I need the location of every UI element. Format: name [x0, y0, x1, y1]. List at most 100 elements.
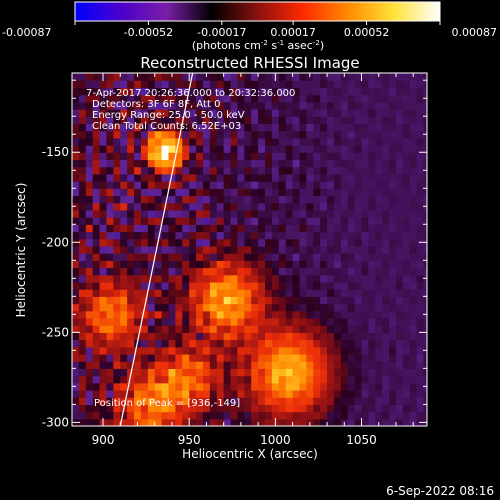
heatmap-cell [92, 382, 101, 391]
heatmap-cell [402, 253, 411, 261]
heatmap-cell [99, 382, 108, 391]
heatmap-cell [306, 202, 314, 211]
heatmap-cell [423, 325, 427, 333]
heatmap-cell [168, 368, 176, 377]
heatmap-cell [340, 87, 349, 96]
heatmap-cell [113, 382, 121, 391]
heatmap-cell [395, 80, 404, 89]
heatmap-cell [202, 217, 211, 225]
heatmap-cell [223, 159, 232, 168]
heatmap-cell [292, 325, 301, 333]
heatmap-cell [423, 217, 427, 225]
heatmap-cell [120, 260, 128, 269]
heatmap-cell [313, 281, 321, 290]
heatmap-cell [202, 101, 211, 110]
heatmap-cell [333, 173, 342, 182]
heatmap-cell [175, 109, 183, 117]
heatmap-cell [182, 325, 190, 333]
heatmap-cell [92, 130, 101, 139]
heatmap-cell [320, 224, 328, 233]
heatmap-cell [120, 217, 128, 225]
heatmap-cell [99, 224, 108, 233]
heatmap-cell [395, 181, 404, 189]
annotation-detectors: Detectors: 3F 6F 8F, Att 0 [92, 99, 220, 110]
heatmap-cell [285, 238, 294, 247]
heatmap-cell [327, 94, 335, 103]
heatmap-cell [92, 361, 101, 369]
heatmap-cell [216, 137, 225, 146]
heatmap-cell [147, 231, 156, 240]
heatmap-cell [99, 238, 108, 247]
solar-limb-line [119, 73, 194, 426]
heatmap-cell [258, 101, 266, 110]
heatmap-cell [285, 310, 294, 319]
heatmap-cell [389, 418, 397, 426]
heatmap-cell [361, 289, 370, 297]
heatmap-cell [265, 289, 273, 297]
heatmap-cell [106, 296, 114, 305]
heatmap-cell [299, 289, 307, 297]
heatmap-cell [306, 353, 314, 362]
heatmap-cell [106, 217, 114, 225]
heatmap-cell [306, 188, 314, 197]
heatmap-cell [299, 382, 307, 391]
heatmap-cell [306, 159, 314, 168]
heatmap-cell [354, 130, 363, 139]
heatmap-cell [382, 137, 390, 146]
heatmap-cell [92, 238, 101, 247]
heatmap-cell [347, 317, 356, 326]
heatmap-cell [85, 339, 94, 348]
heatmap-cell [333, 152, 342, 161]
heatmap-cell [313, 101, 321, 110]
heatmap-cell [375, 353, 383, 362]
heatmap-cell [223, 130, 232, 139]
heatmap-cell [209, 260, 218, 269]
heatmap-cell [168, 361, 176, 369]
heatmap-cell [306, 137, 314, 146]
heatmap-cell [375, 274, 383, 283]
heatmap-cell [202, 238, 211, 247]
heatmap-cell [347, 361, 356, 369]
heatmap-cell [389, 289, 397, 297]
heatmap-cell [216, 152, 225, 161]
heatmap-cell [196, 195, 204, 204]
heatmap-cell [347, 397, 356, 405]
heatmap-cell [78, 116, 87, 125]
heatmap-cell [306, 80, 314, 89]
heatmap-cell [202, 152, 211, 161]
heatmap-cell [389, 267, 397, 276]
heatmap-cell [134, 181, 142, 189]
heatmap-cell [113, 109, 121, 117]
heatmap-cell [223, 397, 232, 405]
heatmap-cell [237, 130, 245, 139]
heatmap-cell [354, 361, 363, 369]
heatmap-cell [209, 109, 218, 117]
heatmap-cell [327, 375, 335, 384]
heatmap-cell [92, 418, 101, 426]
heatmap-cell [278, 245, 287, 254]
heatmap-cell [333, 109, 342, 117]
heatmap-cell [382, 159, 390, 168]
heatmap-cell [299, 389, 307, 398]
heatmap-cell [127, 339, 135, 348]
heatmap-cell [223, 303, 232, 312]
heatmap-cell [72, 137, 80, 146]
heatmap-cell [223, 289, 232, 297]
heatmap-cell [354, 382, 363, 391]
heatmap-cell [265, 317, 273, 326]
heatmap-cell [402, 281, 411, 290]
heatmap-cell [127, 231, 135, 240]
heatmap-cell [299, 166, 307, 175]
heatmap-cell [409, 245, 418, 254]
heatmap-cell [216, 109, 225, 117]
heatmap-cell [230, 116, 239, 125]
heatmap-cell [106, 346, 114, 355]
heatmap-cell [244, 281, 252, 290]
heatmap-cell [140, 332, 149, 341]
heatmap-cell [258, 217, 266, 225]
heatmap-cell [299, 94, 307, 103]
heatmap-cell [313, 152, 321, 161]
heatmap-cell [78, 418, 87, 426]
heatmap-cell [140, 116, 149, 125]
heatmap-cell [258, 303, 266, 312]
